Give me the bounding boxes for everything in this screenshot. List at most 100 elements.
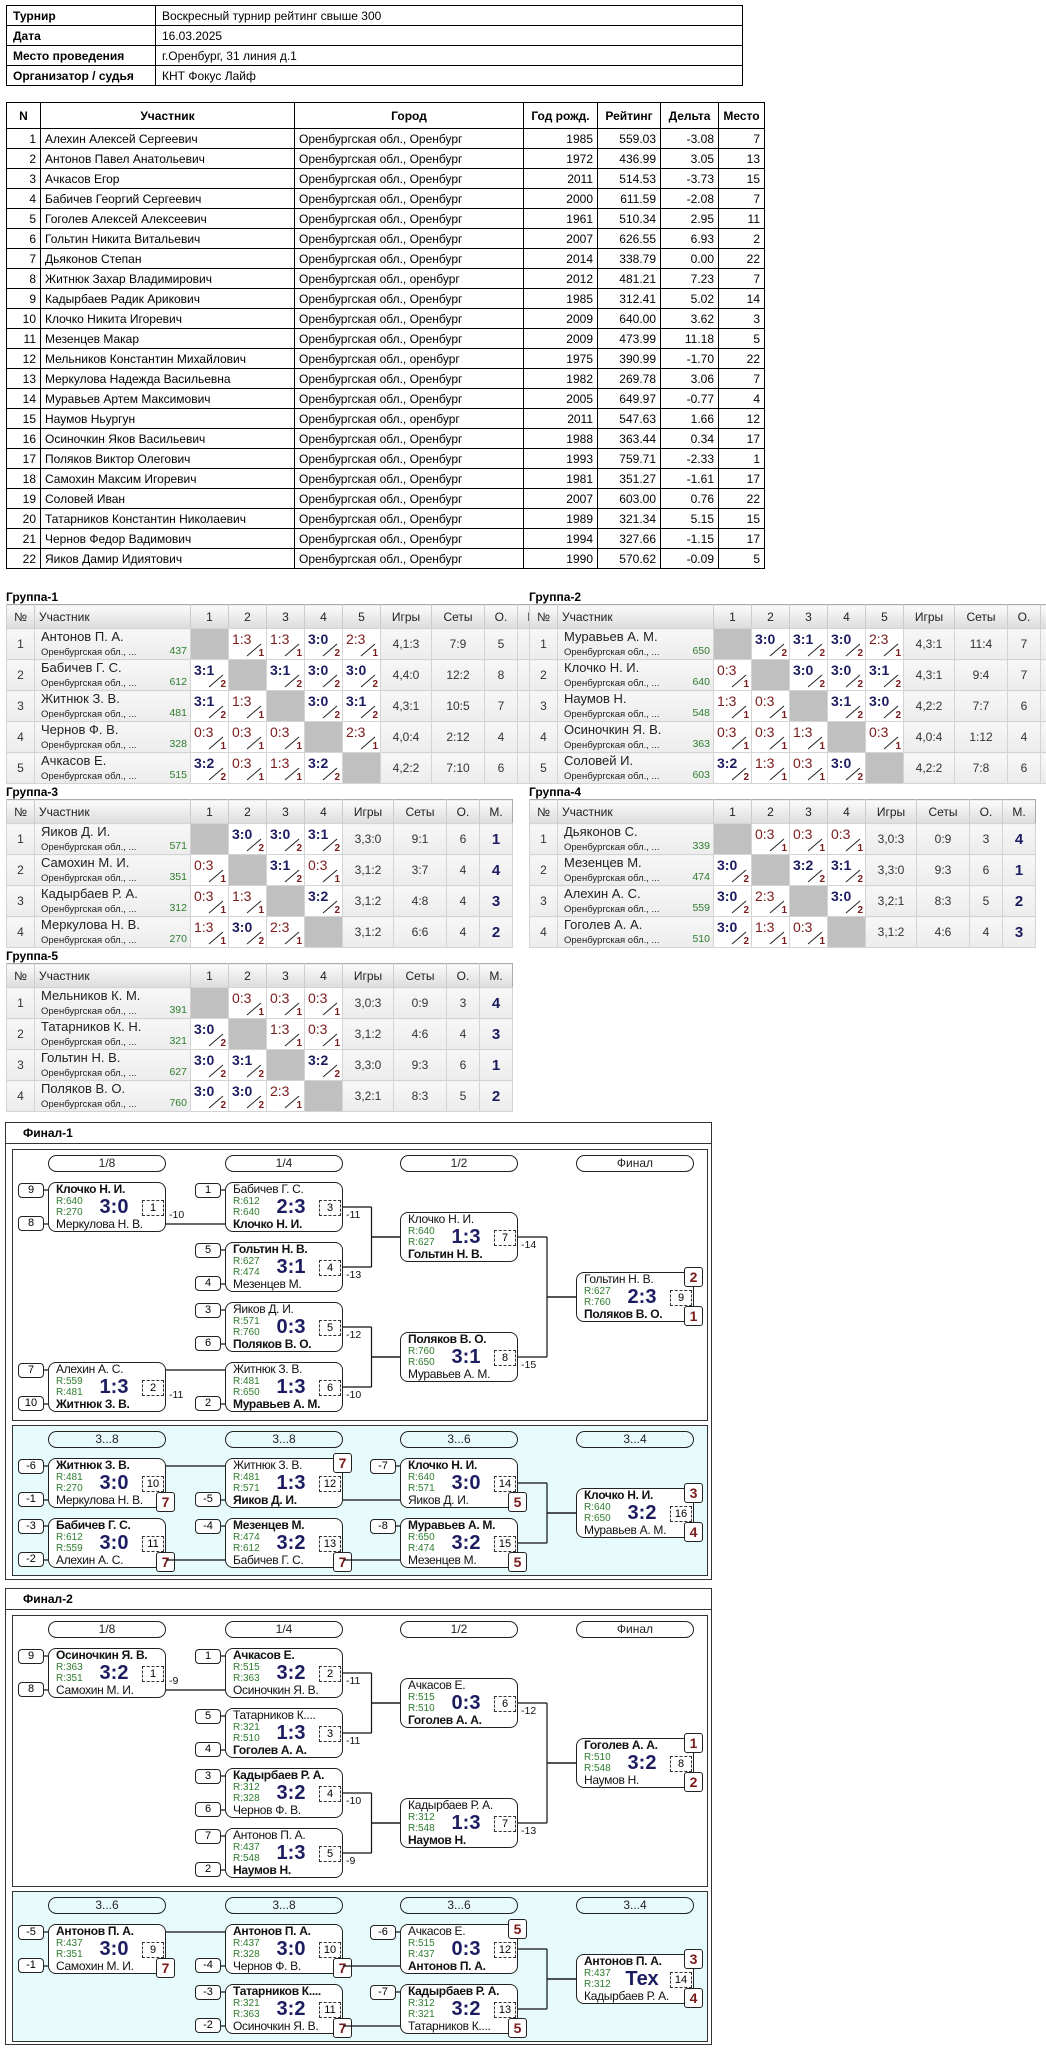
match-result-cell[interactable]: 2:3 1	[266, 1080, 305, 1112]
match-result-cell[interactable]: 3:1 2	[827, 690, 866, 722]
match-result-cell[interactable]: 0:3 1	[713, 659, 752, 691]
player-bottom[interactable]: Житнюк З. В.	[56, 1397, 130, 1411]
player-cell[interactable]: Алехин А. С. Оренбургская обл., ... 559	[557, 885, 714, 917]
player-bottom[interactable]: Мезенцев М.	[233, 1277, 302, 1291]
match-result-cell[interactable]: 3:0 2	[713, 854, 752, 886]
match-box[interactable]: Клочко Н. И. R:640 R:650 Муравьев А. М. 3:2 1…	[576, 1488, 694, 1538]
match-box[interactable]: Гольтин Н. В. R:627 R:474 Мезенцев М. 3:1 4	[225, 1242, 343, 1292]
match-result-cell[interactable]: 3:0 2	[266, 823, 305, 855]
player-cell[interactable]: Дьяконов С. Оренбургская обл., ... 339	[557, 823, 714, 855]
player-top[interactable]: Антонов П. А.	[584, 1954, 662, 1968]
player-name[interactable]: Муравьев А. М.	[564, 629, 658, 644]
player-name[interactable]: Соловей И.	[564, 753, 634, 768]
player-bottom[interactable]: Чернов Ф. В.	[233, 1959, 301, 1973]
match-result-cell[interactable]: 0:3 1	[751, 823, 790, 855]
match-box[interactable]: Гольтин Н. В. R:627 R:760 Поляков В. О. 2:3 9	[576, 1272, 694, 1322]
match-box[interactable]: Муравьев А. М. R:650 R:474 Мезенцев М. 3:2 15	[400, 1518, 518, 1568]
match-result-cell[interactable]: 0:3 1	[789, 752, 828, 784]
player-top[interactable]: Клочко Н. И.	[408, 1212, 474, 1226]
match-box[interactable]: Кадырбаев Р. А. R:312 R:321 Татарников К...…	[400, 1984, 518, 2034]
match-box[interactable]: Мезенцев М. R:474 R:612 Бабичев Г. С. 3:2 13	[225, 1518, 343, 1568]
player-bottom[interactable]: Антонов П. А.	[408, 1959, 486, 1973]
match-result-cell[interactable]: 3:0 2	[827, 885, 866, 917]
match-result-cell[interactable]: 1:3 1	[789, 721, 828, 753]
match-result-cell[interactable]: 0:3 1	[190, 885, 229, 917]
player-top[interactable]: Гоголев А. А.	[584, 1738, 658, 1752]
player-name[interactable]: Кадырбаев Р. А.	[41, 886, 138, 901]
player-cell[interactable]: Антонов П. А. Оренбургская обл., ... 437	[34, 628, 191, 660]
match-box[interactable]: Бабичев Г. С. R:612 R:640 Клочко Н. И. 2:3 3	[225, 1182, 343, 1232]
match-box[interactable]: Татарников К.... R:321 R:363 Осиночкин Я. В…	[225, 1984, 343, 2034]
player-bottom[interactable]: Муравьев А. М.	[408, 1367, 491, 1381]
match-result-cell[interactable]: 0:3 1	[190, 721, 229, 753]
player-top[interactable]: Клочко Н. И.	[56, 1182, 125, 1196]
match-result-cell[interactable]: 3:2 2	[190, 752, 229, 784]
player-name[interactable]: Антонов П. А.	[41, 629, 124, 644]
player-top[interactable]: Татарников К....	[233, 1708, 316, 1722]
player-name[interactable]: Житнюк З. В.	[41, 691, 120, 706]
match-result-cell[interactable]: 0:3 1	[304, 854, 343, 886]
match-result-cell[interactable]: 1:3 1	[228, 628, 267, 660]
match-box[interactable]: Поляков В. О. R:760 R:650 Муравьев А. М. 3:1…	[400, 1332, 518, 1382]
match-result-cell[interactable]: 3:1 2	[266, 659, 305, 691]
match-result-cell[interactable]: 3:0 2	[190, 1049, 229, 1081]
match-result-cell[interactable]: 0:3 1	[713, 721, 752, 753]
player-cell[interactable]: Ачкасов Е. Оренбургская обл., ... 515	[34, 752, 191, 784]
player-name[interactable]: Чернов Ф. В.	[41, 722, 119, 737]
match-result-cell[interactable]: 1:3 1	[228, 885, 267, 917]
player-name[interactable]: Гольтин Н. В.	[41, 1050, 121, 1065]
player-bottom[interactable]: Осиночкин Я. В.	[233, 1683, 319, 1697]
match-result-cell[interactable]: 0:3 1	[751, 690, 790, 722]
column-header[interactable]: Год рожд.	[523, 102, 598, 129]
player-top[interactable]: Антонов П. А.	[233, 1828, 306, 1842]
match-box[interactable]: Антонов П. А. R:437 R:312 Кадырбаев Р. А. Те…	[576, 1954, 694, 2004]
player-top[interactable]: Татарников К....	[233, 1984, 321, 1998]
match-result-cell[interactable]: 2:3 1	[342, 721, 381, 753]
player-bottom[interactable]: Гольтин Н. В.	[408, 1247, 483, 1261]
player-cell[interactable]: Осиночкин Я. В. Оренбургская обл., ... 363	[557, 721, 714, 753]
player-cell[interactable]: Наумов Н. Оренбургская обл., ... 548	[557, 690, 714, 722]
match-result-cell[interactable]: 3:1 2	[266, 854, 305, 886]
player-bottom[interactable]: Наумов Н.	[584, 1773, 640, 1787]
player-bottom[interactable]: Наумов Н.	[233, 1863, 291, 1877]
player-cell[interactable]: Мельников К. М. Оренбургская обл., ... 391	[34, 987, 191, 1019]
player-cell[interactable]: Соловей И. Оренбургская обл., ... 603	[557, 752, 714, 784]
player-name[interactable]: Самохин М. И.	[41, 855, 130, 870]
match-box[interactable]: Кадырбаев Р. А. R:312 R:328 Чернов Ф. В. 3:2…	[225, 1768, 343, 1818]
player-top[interactable]: Осиночкин Я. В.	[56, 1648, 148, 1662]
player-cell[interactable]: Гольтин Н. В. Оренбургская обл., ... 627	[34, 1049, 191, 1081]
match-result-cell[interactable]: 3:0 2	[304, 659, 343, 691]
player-bottom[interactable]: Яиков Д. И.	[233, 1493, 297, 1507]
column-header[interactable]: Рейтинг	[597, 102, 661, 129]
match-box[interactable]: Клочко Н. И. R:640 R:627 Гольтин Н. В. 1:3 7	[400, 1212, 518, 1262]
player-bottom[interactable]: Кадырбаев Р. А.	[584, 1989, 669, 2003]
match-result-cell[interactable]: 0:3 1	[865, 721, 904, 753]
match-box[interactable]: Клочко Н. И. R:640 R:270 Меркулова Н. В. 3:0…	[48, 1182, 166, 1232]
player-cell[interactable]: Яиков Д. И. Оренбургская обл., ... 571	[34, 823, 191, 855]
match-result-cell[interactable]: 1:3 1	[751, 916, 790, 948]
match-result-cell[interactable]: 3:0 2	[827, 659, 866, 691]
player-top[interactable]: Бабичев Г. С.	[56, 1518, 131, 1532]
player-top[interactable]: Клочко Н. И.	[408, 1458, 477, 1472]
match-result-cell[interactable]: 3:2 2	[713, 752, 752, 784]
player-top[interactable]: Житнюк З. В.	[56, 1458, 130, 1472]
match-box[interactable]: Кадырбаев Р. А. R:312 R:548 Наумов Н. 1:3 7	[400, 1798, 518, 1848]
match-box[interactable]: Житнюк З. В. R:481 R:650 Муравьев А. М. 1:3 6	[225, 1362, 343, 1412]
player-cell[interactable]: Поляков В. О. Оренбургская обл., ... 760	[34, 1080, 191, 1112]
player-cell[interactable]: Клочко Н. И. Оренбургская обл., ... 640	[557, 659, 714, 691]
match-result-cell[interactable]: 3:0 2	[342, 659, 381, 691]
column-header[interactable]: Участник	[40, 102, 295, 129]
player-name[interactable]: Алехин А. С.	[564, 886, 641, 901]
match-result-cell[interactable]: 3:0 2	[865, 690, 904, 722]
player-name[interactable]: Мезенцев М.	[564, 855, 642, 870]
match-box[interactable]: Гоголев А. А. R:510 R:548 Наумов Н. 3:2 8	[576, 1738, 694, 1788]
match-result-cell[interactable]: 3:0 2	[304, 690, 343, 722]
player-name[interactable]: Меркулова Н. В.	[41, 917, 140, 932]
match-result-cell[interactable]: 0:3 1	[827, 823, 866, 855]
player-cell[interactable]: Меркулова Н. В. Оренбургская обл., ... 270	[34, 916, 191, 948]
match-result-cell[interactable]: 0:3 1	[228, 987, 267, 1019]
match-box[interactable]: Клочко Н. И. R:640 R:571 Яиков Д. И. 3:0 14	[400, 1458, 518, 1508]
match-result-cell[interactable]: 0:3 1	[789, 916, 828, 948]
player-bottom[interactable]: Алехин А. С.	[56, 1553, 124, 1567]
match-result-cell[interactable]: 2:3 1	[266, 916, 305, 948]
